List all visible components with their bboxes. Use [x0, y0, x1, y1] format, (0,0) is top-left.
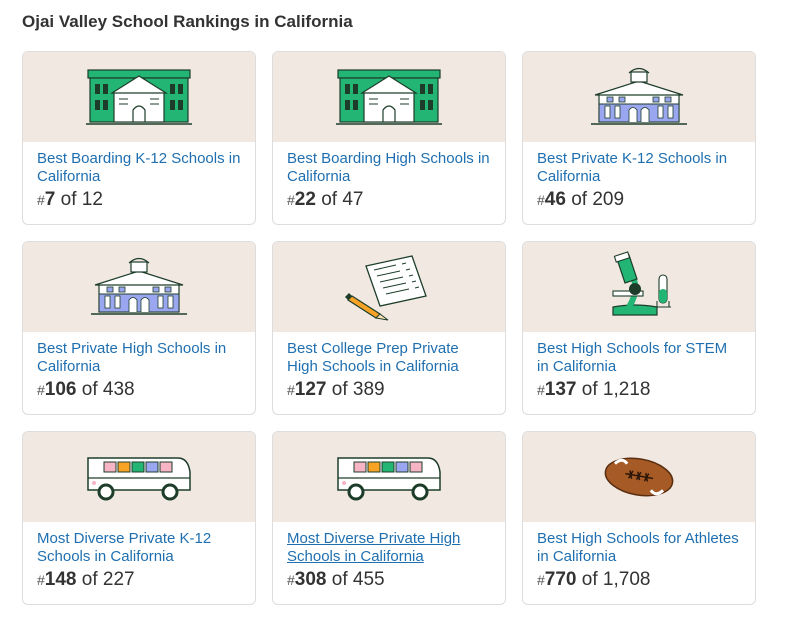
- rank-number: 46: [544, 189, 566, 210]
- ranking-value: #148 of 227: [37, 569, 241, 591]
- rank-number: 770: [544, 569, 577, 590]
- ranking-link[interactable]: Best College Prep Private High Schools i…: [287, 340, 459, 375]
- rank-total: of 227: [76, 569, 135, 590]
- rank-hash: #: [37, 192, 45, 208]
- ranking-card[interactable]: Most Diverse Private K-12 Schools in Cal…: [22, 431, 256, 605]
- rank-number: 127: [294, 379, 327, 400]
- rank-total: of 1,218: [576, 379, 651, 400]
- school-building-green-icon: [336, 69, 442, 125]
- rank-number: 106: [44, 379, 77, 400]
- rank-number: 148: [44, 569, 77, 590]
- card-illustration: [523, 242, 755, 332]
- ranking-value: #137 of 1,218: [537, 379, 741, 401]
- ranking-link[interactable]: Most Diverse Private K-12 Schools in Cal…: [37, 530, 212, 565]
- rankings-grid: Best Boarding K-12 Schools in California…: [22, 51, 756, 605]
- rank-hash: #: [37, 572, 45, 588]
- rank-total: of 47: [315, 189, 364, 210]
- card-illustration: [23, 432, 255, 522]
- rank-total: of 389: [326, 379, 385, 400]
- ranking-card[interactable]: Best Private K-12 Schools in California …: [522, 51, 756, 225]
- ranking-link[interactable]: Best Private High Schools in California: [37, 340, 227, 375]
- ranking-value: #22 of 47: [287, 189, 491, 211]
- school-bus-icon: [337, 457, 441, 501]
- ranking-card[interactable]: Most Diverse Private High Schools in Cal…: [272, 431, 506, 605]
- ranking-value: #770 of 1,708: [537, 569, 741, 591]
- rank-hash: #: [287, 382, 295, 398]
- ranking-card[interactable]: Best High Schools for Athletes in Califo…: [522, 431, 756, 605]
- ranking-card[interactable]: Best Boarding K-12 Schools in California…: [22, 51, 256, 225]
- rank-number: 137: [544, 379, 577, 400]
- rank-hash: #: [37, 382, 45, 398]
- card-illustration: [523, 432, 755, 522]
- rank-hash: #: [287, 572, 295, 588]
- ranking-link[interactable]: Most Diverse Private High Schools in Cal…: [287, 530, 461, 565]
- ranking-value: #46 of 209: [537, 189, 741, 211]
- card-illustration: [23, 52, 255, 142]
- school-building-green-icon: [86, 69, 192, 125]
- ranking-value: #7 of 12: [37, 189, 241, 211]
- school-bus-icon: [87, 457, 191, 501]
- rank-total: of 1,708: [576, 569, 651, 590]
- ranking-value: #127 of 389: [287, 379, 491, 401]
- ranking-card[interactable]: Best High Schools for STEM in California…: [522, 241, 756, 415]
- microscope-icon: [612, 251, 671, 316]
- section-title: Ojai Valley School Rankings in Californi…: [22, 12, 353, 31]
- ranking-value: #106 of 438: [37, 379, 241, 401]
- rank-number: 308: [294, 569, 327, 590]
- football-icon: [604, 457, 674, 497]
- rank-number: 22: [294, 189, 316, 210]
- card-illustration: [273, 52, 505, 142]
- school-building-purple-icon: [591, 67, 687, 125]
- card-illustration: [523, 52, 755, 142]
- test-paper-pencil-icon: [345, 255, 427, 321]
- ranking-link[interactable]: Best Boarding K-12 Schools in California: [37, 150, 241, 185]
- school-building-purple-icon: [91, 257, 187, 315]
- rank-total: of 12: [55, 189, 103, 210]
- rank-total: of 438: [76, 379, 135, 400]
- ranking-link[interactable]: Best Boarding High Schools in California: [287, 150, 490, 185]
- ranking-value: #308 of 455: [287, 569, 491, 591]
- card-illustration: [273, 242, 505, 332]
- ranking-link[interactable]: Best High Schools for STEM in California: [537, 340, 728, 375]
- rank-hash: #: [537, 382, 545, 398]
- rank-number: 7: [44, 189, 56, 210]
- rank-total: of 209: [565, 189, 625, 210]
- rank-hash: #: [287, 192, 295, 208]
- card-illustration: [23, 242, 255, 332]
- rank-total: of 455: [326, 569, 385, 590]
- ranking-link[interactable]: Best Private K-12 Schools in California: [537, 150, 728, 185]
- rank-hash: #: [537, 192, 545, 208]
- ranking-card[interactable]: Best College Prep Private High Schools i…: [272, 241, 506, 415]
- ranking-link[interactable]: Best High Schools for Athletes in Califo…: [537, 530, 739, 565]
- rank-hash: #: [537, 572, 545, 588]
- ranking-card[interactable]: Best Private High Schools in California …: [22, 241, 256, 415]
- card-illustration: [273, 432, 505, 522]
- ranking-card[interactable]: Best Boarding High Schools in California…: [272, 51, 506, 225]
